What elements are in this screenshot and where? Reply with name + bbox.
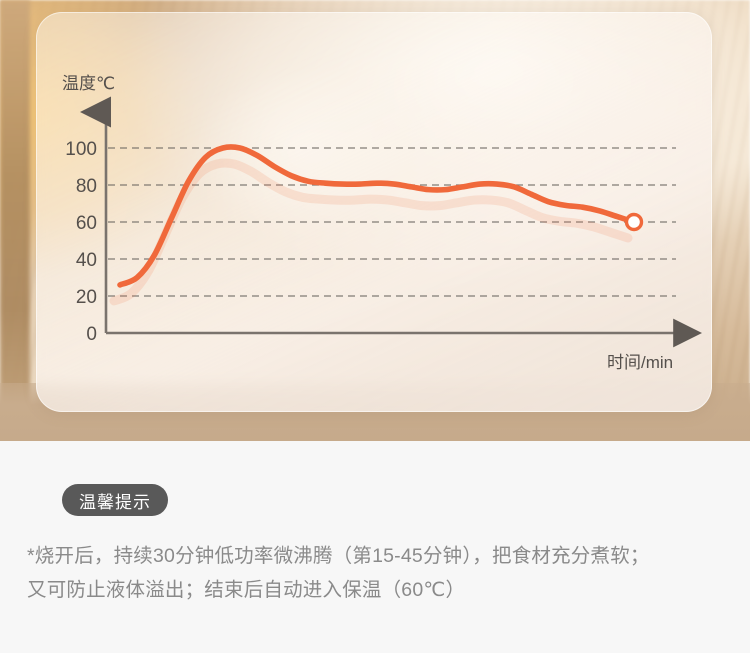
ytick-label-20: 20 xyxy=(76,287,97,308)
tip-line-1: *烧开后，持续30分钟低功率微沸腾（第15-45分钟），把食材充分煮软； xyxy=(27,545,650,567)
tip-text-block: *烧开后，持续30分钟低功率微沸腾（第15-45分钟），把食材充分煮软； 又可防… xyxy=(27,539,727,607)
temperature-curve xyxy=(117,144,637,288)
curve-reflection xyxy=(109,158,633,306)
end-point-marker xyxy=(624,212,644,232)
hero-chart-section: 温度℃ 100 80 60 40 20 0 时间/min xyxy=(0,0,750,441)
frosted-chart-card xyxy=(36,12,712,412)
ytick-label-100: 100 xyxy=(65,139,97,160)
ytick-label-80: 80 xyxy=(76,176,97,197)
ytick-label-60: 60 xyxy=(76,213,97,234)
gridlines xyxy=(108,147,676,297)
background-wood-edge xyxy=(0,0,30,441)
tip-line-2: 又可防止液体溢出；结束后自动进入保温（60℃） xyxy=(27,579,466,601)
x-axis-title: 时间/min xyxy=(607,353,673,372)
ytick-label-0: 0 xyxy=(86,324,97,345)
temperature-time-chart: 温度℃ 100 80 60 40 20 0 时间/min xyxy=(62,74,702,372)
tips-section: 温馨提示 *烧开后，持续30分钟低功率微沸腾（第15-45分钟），把食材充分煮软… xyxy=(0,441,750,653)
y-axis-title: 温度℃ xyxy=(62,74,115,93)
ytick-label-40: 40 xyxy=(76,250,97,271)
tip-badge: 温馨提示 xyxy=(62,484,168,516)
